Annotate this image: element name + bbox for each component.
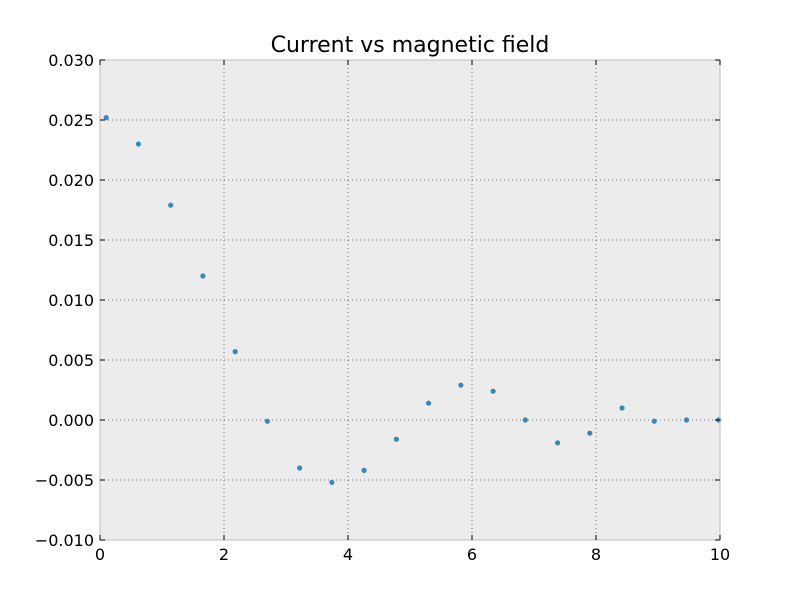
data-point [232,349,238,355]
y-tick-label: 0.000 [48,411,94,430]
data-point [168,202,174,208]
data-point [554,440,561,446]
data-point [361,467,367,473]
x-tick-label: 2 [219,545,229,564]
data-point [393,436,399,442]
chart-title: Current vs magnetic field [271,33,550,58]
data-point [490,388,496,394]
x-tick-label: 4 [343,545,353,564]
x-tick-label: 10 [710,545,730,564]
data-point [426,400,432,406]
data-point [587,430,593,436]
x-tick-label: 0 [95,545,105,564]
y-tick-label: 0.025 [48,111,94,130]
data-point [200,273,206,279]
x-tick-label: 6 [467,545,477,564]
data-point [264,418,270,424]
data-point [329,479,335,485]
y-tick-label: −0.010 [35,531,94,550]
data-point [135,141,142,147]
data-points [103,115,722,485]
data-point [683,417,690,423]
data-point [651,418,657,424]
data-point [297,465,303,471]
y-tick-label: 0.005 [48,351,94,370]
data-point [619,405,625,411]
data-point [522,417,528,423]
y-tick-label: 0.020 [48,171,94,190]
y-tick-label: −0.005 [35,471,94,490]
x-tick-label: 8 [591,545,601,564]
y-tick-label: 0.015 [48,231,94,250]
y-tick-label: 0.010 [48,291,94,310]
data-point [103,115,109,121]
y-tick-label: 0.030 [48,51,94,70]
data-point [458,382,464,388]
axis-ticks: 0 2 4 6 8 10 −0.010 −0.005 0.000 0.005 0.010 0.015 0… [35,51,730,564]
